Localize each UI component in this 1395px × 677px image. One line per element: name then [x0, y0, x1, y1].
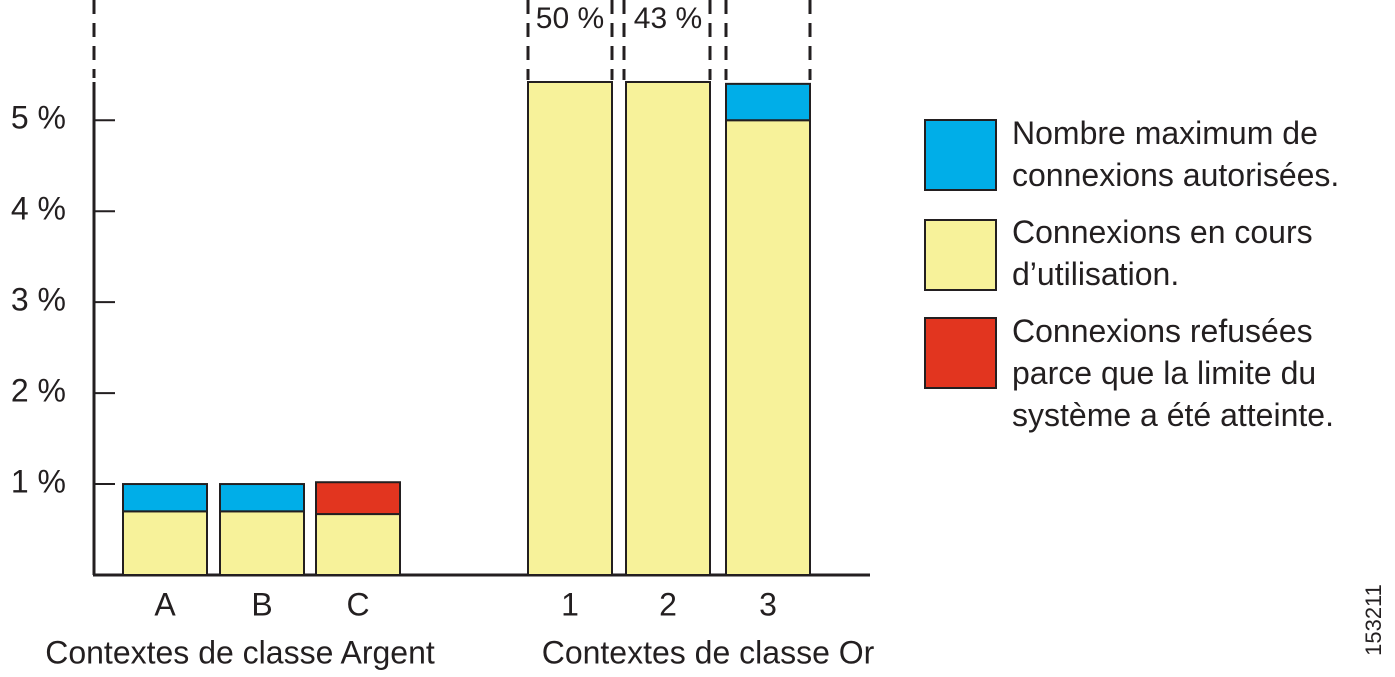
bar-segment	[315, 481, 401, 516]
x-tick-label: C	[346, 586, 369, 622]
y-tick-label: 5 %	[11, 100, 66, 136]
y-tick-label: 4 %	[11, 191, 66, 227]
bar-segment	[122, 510, 208, 577]
x-tick-label: A	[154, 586, 176, 622]
legend-swatch	[924, 219, 997, 291]
y-tick-label: 3 %	[11, 282, 66, 318]
legend-swatch	[924, 119, 997, 191]
bar-segment	[625, 81, 711, 576]
x-tick-label: B	[251, 586, 272, 622]
axis-break-dashes	[92, 0, 812, 80]
bar-segment	[527, 81, 613, 576]
legend-swatch	[924, 317, 997, 389]
x-tick-label: 1	[561, 586, 579, 622]
bar-segment	[725, 82, 811, 122]
bar-segment	[219, 510, 305, 577]
bar-segment	[219, 483, 305, 513]
value-label: 43 %	[634, 2, 702, 35]
bar-segment	[122, 483, 208, 513]
y-tick-label: 1 %	[11, 464, 66, 500]
x-tick-label: 2	[659, 586, 677, 622]
group-label: Contextes de classe Argent	[45, 634, 435, 670]
value-label: 50 %	[536, 2, 604, 35]
legend-label: Connexions en cours d’utilisation.	[1012, 214, 1313, 292]
legend-label: Nombre maximum de connexions autorisées.	[1012, 115, 1340, 193]
group-label: Contextes de classe Or	[542, 634, 875, 670]
x-tick-label: 3	[759, 586, 777, 622]
y-tick-label: 2 %	[11, 373, 66, 409]
figure-id: 153211	[1361, 584, 1386, 656]
bar-segment	[315, 513, 401, 576]
legend-label: Connexions refusées parce que la limite …	[1012, 313, 1334, 433]
bar-segment	[725, 119, 811, 576]
